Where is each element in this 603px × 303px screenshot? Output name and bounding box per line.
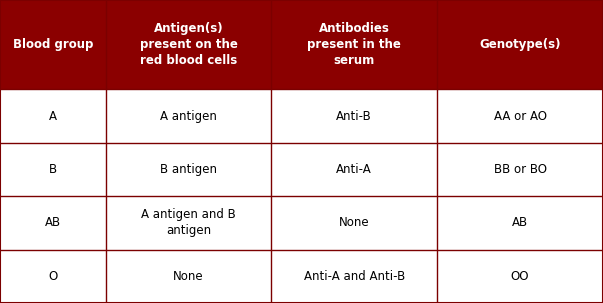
Text: None: None [339, 216, 370, 229]
Text: B antigen: B antigen [160, 163, 217, 176]
Text: Anti-A: Anti-A [336, 163, 372, 176]
Text: AA or AO: AA or AO [494, 110, 546, 123]
Text: Antibodies
present in the
serum: Antibodies present in the serum [308, 22, 401, 67]
Text: A antigen: A antigen [160, 110, 217, 123]
Text: OO: OO [511, 270, 529, 283]
Text: Anti-A and Anti-B: Anti-A and Anti-B [304, 270, 405, 283]
Text: O: O [48, 270, 57, 283]
Text: Blood group: Blood group [13, 38, 93, 51]
Text: BB or BO: BB or BO [494, 163, 546, 176]
Text: Genotype(s): Genotype(s) [479, 38, 561, 51]
Text: Anti-B: Anti-B [336, 110, 372, 123]
Bar [0, 250, 603, 303]
Bar [0, 143, 603, 196]
Bar [0, 0, 603, 89]
Text: B: B [49, 163, 57, 176]
Text: None: None [173, 270, 204, 283]
Text: AB: AB [512, 216, 528, 229]
Bar [0, 196, 603, 250]
Bar [0, 89, 603, 143]
Text: A antigen and B
antigen: A antigen and B antigen [141, 208, 236, 237]
Text: Antigen(s)
present on the
red blood cells: Antigen(s) present on the red blood cell… [139, 22, 238, 67]
Text: A: A [49, 110, 57, 123]
Text: AB: AB [45, 216, 61, 229]
